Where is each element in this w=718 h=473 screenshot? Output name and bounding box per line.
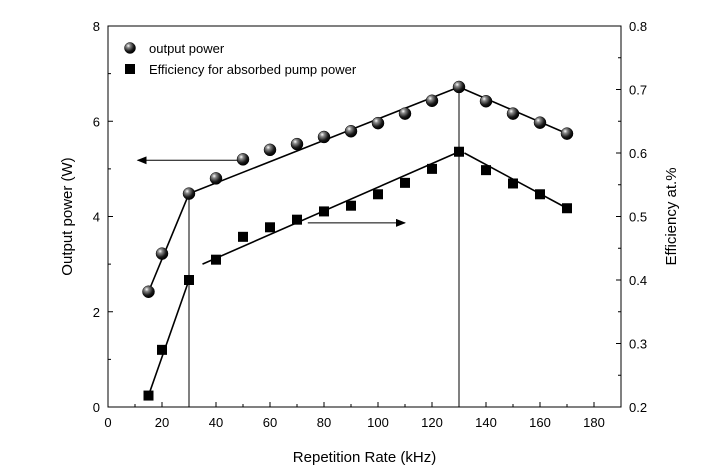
efficiency-point bbox=[373, 189, 383, 200]
output-power-point bbox=[290, 137, 304, 151]
output-power-point bbox=[209, 172, 223, 185]
efficiency-point bbox=[346, 200, 356, 211]
data-markers bbox=[142, 80, 574, 401]
output-power-point bbox=[533, 116, 547, 129]
vertical-guide-lines bbox=[188, 86, 460, 407]
y-right-tick-label: 0.3 bbox=[629, 337, 647, 352]
efficiency-point bbox=[184, 275, 194, 285]
efficiency-point bbox=[265, 222, 275, 233]
x-tick-label: 100 bbox=[367, 415, 389, 430]
axis-arrows bbox=[136, 156, 406, 227]
output-power-point bbox=[142, 285, 155, 298]
axis-ticks: 0 20 40 60 80 100 120 140 160 180 0 2 4 6 8 0.2 0.3 0.4 0.… bbox=[93, 19, 647, 430]
y-right-tick-label: 0.6 bbox=[629, 146, 647, 161]
efficiency-point bbox=[427, 163, 437, 174]
plot-area-border bbox=[107, 25, 622, 408]
efficiency-point bbox=[319, 206, 329, 217]
output-power-point bbox=[263, 143, 277, 157]
y-left-tick-label: 6 bbox=[93, 114, 100, 129]
legend-label-efficiency: Efficiency for absorbed pump power bbox=[149, 62, 357, 77]
fit-line-efficiency bbox=[147, 279, 190, 396]
fit-line-efficiency bbox=[202, 150, 460, 265]
y-axis-right-label: Efficiency at.% bbox=[663, 167, 680, 265]
y-left-tick-label: 2 bbox=[93, 305, 100, 320]
y-right-tick-label: 0.8 bbox=[629, 19, 647, 34]
efficiency-point bbox=[400, 177, 410, 188]
x-tick-label: 20 bbox=[155, 415, 169, 430]
output-power-point bbox=[371, 116, 385, 130]
output-power-point bbox=[452, 80, 466, 94]
y-left-tick-label: 0 bbox=[93, 400, 100, 415]
legend-label-output-power: output power bbox=[149, 41, 225, 56]
output-power-point bbox=[182, 187, 196, 200]
y-right-tick-label: 0.4 bbox=[629, 273, 647, 288]
output-power-point bbox=[479, 94, 493, 108]
fit-line-output-power bbox=[147, 193, 190, 293]
y-left-tick-label: 4 bbox=[93, 210, 100, 225]
x-tick-label: 60 bbox=[263, 415, 277, 430]
output-power-point bbox=[344, 125, 358, 138]
output-power-point bbox=[398, 107, 412, 120]
output-power-point bbox=[236, 153, 250, 166]
y-left-tick-label: 8 bbox=[93, 19, 100, 34]
output-power-point bbox=[425, 94, 439, 108]
legend-marker-square bbox=[125, 64, 135, 74]
efficiency-point bbox=[454, 146, 464, 157]
legend-item-output-power bbox=[124, 42, 136, 54]
fit-lines bbox=[147, 86, 568, 396]
y-right-tick-label: 0.2 bbox=[629, 400, 647, 415]
output-power-point bbox=[506, 107, 520, 120]
x-tick-label: 120 bbox=[421, 415, 443, 430]
legend: output power Efficiency for absorbed pum… bbox=[124, 41, 357, 77]
plot-frame bbox=[107, 25, 622, 408]
legend-item-efficiency bbox=[125, 64, 135, 74]
efficiency-point bbox=[508, 178, 518, 189]
legend-marker-sphere bbox=[124, 42, 136, 54]
x-tick-label: 40 bbox=[209, 415, 223, 430]
efficiency-point bbox=[157, 344, 167, 355]
efficiency-point bbox=[535, 189, 545, 200]
efficiency-point bbox=[211, 254, 221, 265]
y-axis-left-label: Output power (W) bbox=[59, 157, 76, 275]
x-tick-label: 180 bbox=[583, 415, 605, 430]
x-tick-label: 160 bbox=[529, 415, 551, 430]
x-axis-label: Repetition Rate (kHz) bbox=[293, 449, 436, 466]
output-power-point bbox=[560, 127, 574, 140]
x-tick-label: 0 bbox=[104, 415, 111, 430]
efficiency-point bbox=[481, 165, 491, 176]
x-tick-label: 140 bbox=[475, 415, 497, 430]
output-power-point bbox=[155, 247, 169, 260]
efficiency-point bbox=[562, 203, 572, 214]
output-power-point bbox=[317, 130, 331, 144]
efficiency-point bbox=[143, 390, 154, 401]
y-right-tick-label: 0.5 bbox=[629, 210, 647, 225]
x-tick-label: 80 bbox=[317, 415, 331, 430]
efficiency-point bbox=[292, 214, 302, 225]
efficiency-point bbox=[238, 231, 248, 242]
y-right-tick-label: 0.7 bbox=[629, 83, 647, 98]
